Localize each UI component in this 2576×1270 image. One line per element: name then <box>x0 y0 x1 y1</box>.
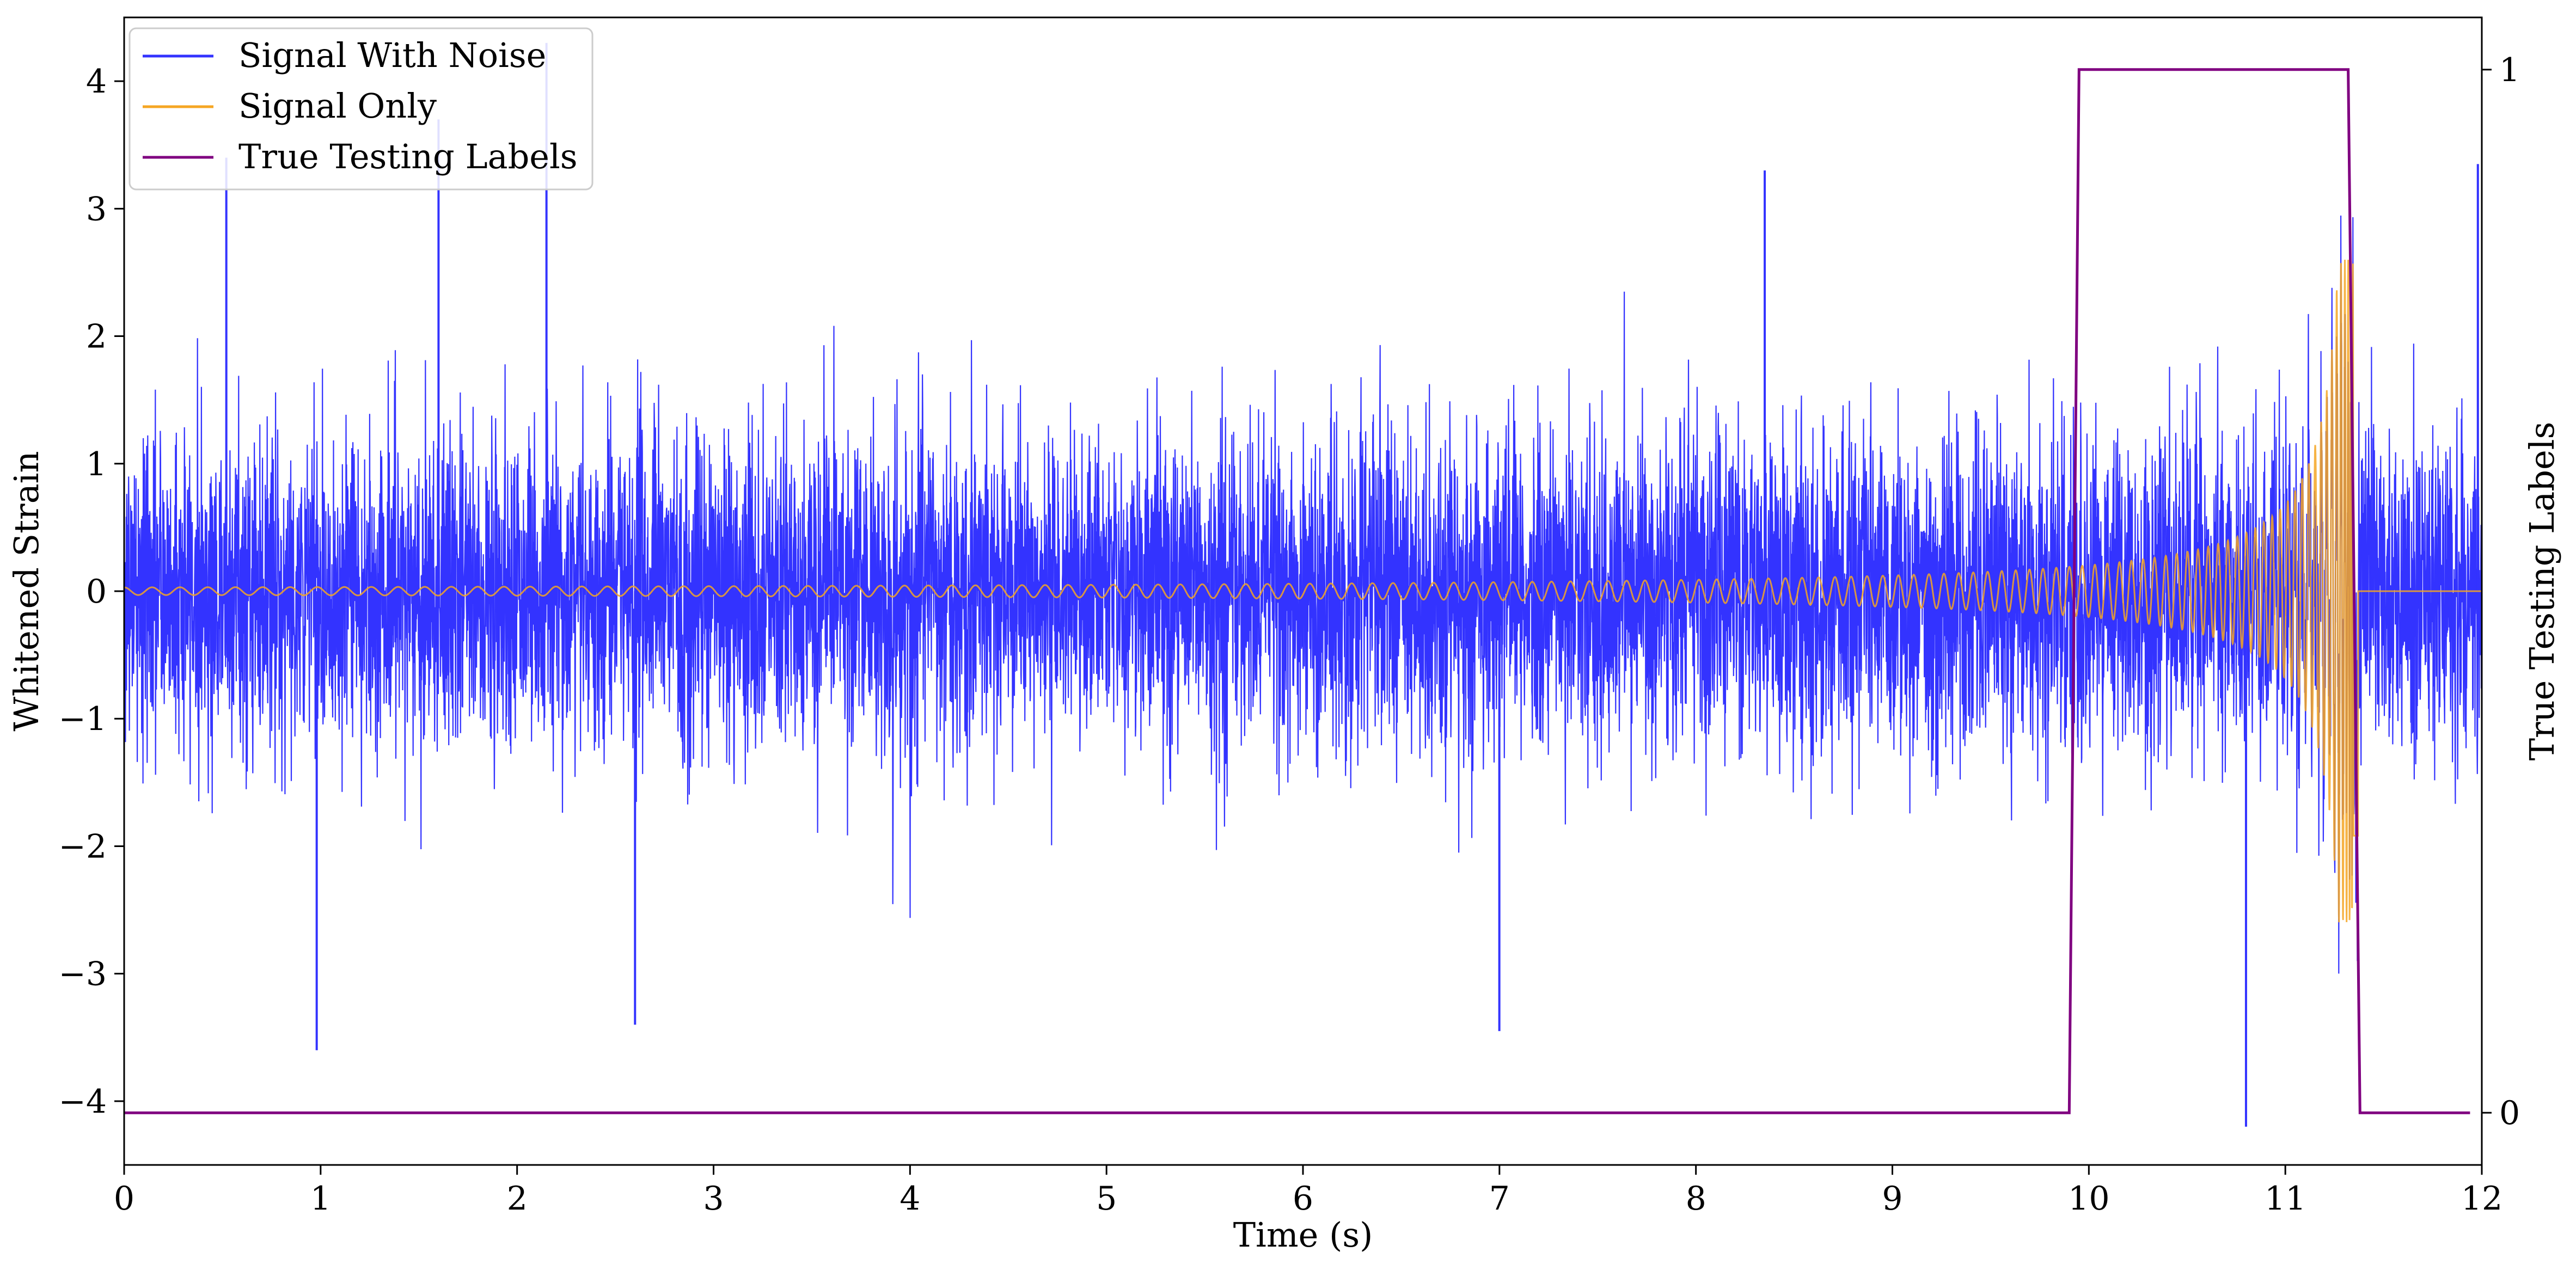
y-tick-label: 1 <box>86 445 107 483</box>
x-tick-label: 9 <box>1882 1180 1902 1218</box>
x-tick-label: 4 <box>900 1180 920 1218</box>
legend: Signal With Noise Signal Only True Testi… <box>129 27 593 191</box>
x-tick-label: 11 <box>2265 1180 2306 1218</box>
y-tick-label: −3 <box>59 955 107 993</box>
y-tick-label: −4 <box>59 1083 107 1121</box>
x-axis: 0 1 2 3 4 5 6 7 8 9 10 11 12 <box>114 1165 2502 1218</box>
legend-label-signal-only: Signal Only <box>238 86 437 126</box>
plot-area <box>124 42 2482 1127</box>
series-signal-only <box>124 260 2482 923</box>
legend-label-true-testing-labels: True Testing Labels <box>238 137 578 176</box>
series-true-testing-labels <box>124 68 2470 1114</box>
x-tick-label: 7 <box>1489 1180 1510 1218</box>
y2-axis-label: True Testing Labels <box>2522 422 2562 761</box>
y-tick-label: 3 <box>86 190 107 228</box>
x-tick-label: 5 <box>1096 1180 1117 1218</box>
x-tick-label: 1 <box>310 1180 331 1218</box>
y2-tick-label: 0 <box>2499 1094 2520 1132</box>
true-testing-labels-line <box>124 68 2470 1114</box>
x-tick-label: 3 <box>703 1180 724 1218</box>
x-tick-label: 10 <box>2068 1180 2109 1218</box>
y-axis-label: Whitened Strain <box>7 451 46 732</box>
x-tick-label: 2 <box>507 1180 528 1218</box>
y-tick-label: 2 <box>86 318 107 356</box>
x-tick-label: 0 <box>114 1180 134 1218</box>
y-axis-right: 10 <box>2482 51 2520 1132</box>
y-tick-label: −2 <box>59 827 107 866</box>
y-tick-label: 0 <box>86 573 107 611</box>
y-axis-left: 4 3 2 1 0 −1 −2 −3 −4 <box>59 63 124 1121</box>
signal-with-noise-line <box>124 215 2482 974</box>
x-tick-label: 12 <box>2461 1180 2502 1218</box>
legend-label-signal-with-noise: Signal With Noise <box>238 35 546 75</box>
x-tick-label: 6 <box>1293 1180 1313 1218</box>
signal-only-line <box>124 260 2482 923</box>
y-tick-label: 4 <box>86 63 107 101</box>
y-tick-label: −1 <box>59 700 107 738</box>
legend-box <box>129 27 593 191</box>
y2-tick-label: 1 <box>2499 51 2520 89</box>
x-axis-label: Time (s) <box>1233 1215 1373 1255</box>
x-tick-label: 8 <box>1686 1180 1706 1218</box>
series-signal-with-noise <box>124 42 2482 1127</box>
